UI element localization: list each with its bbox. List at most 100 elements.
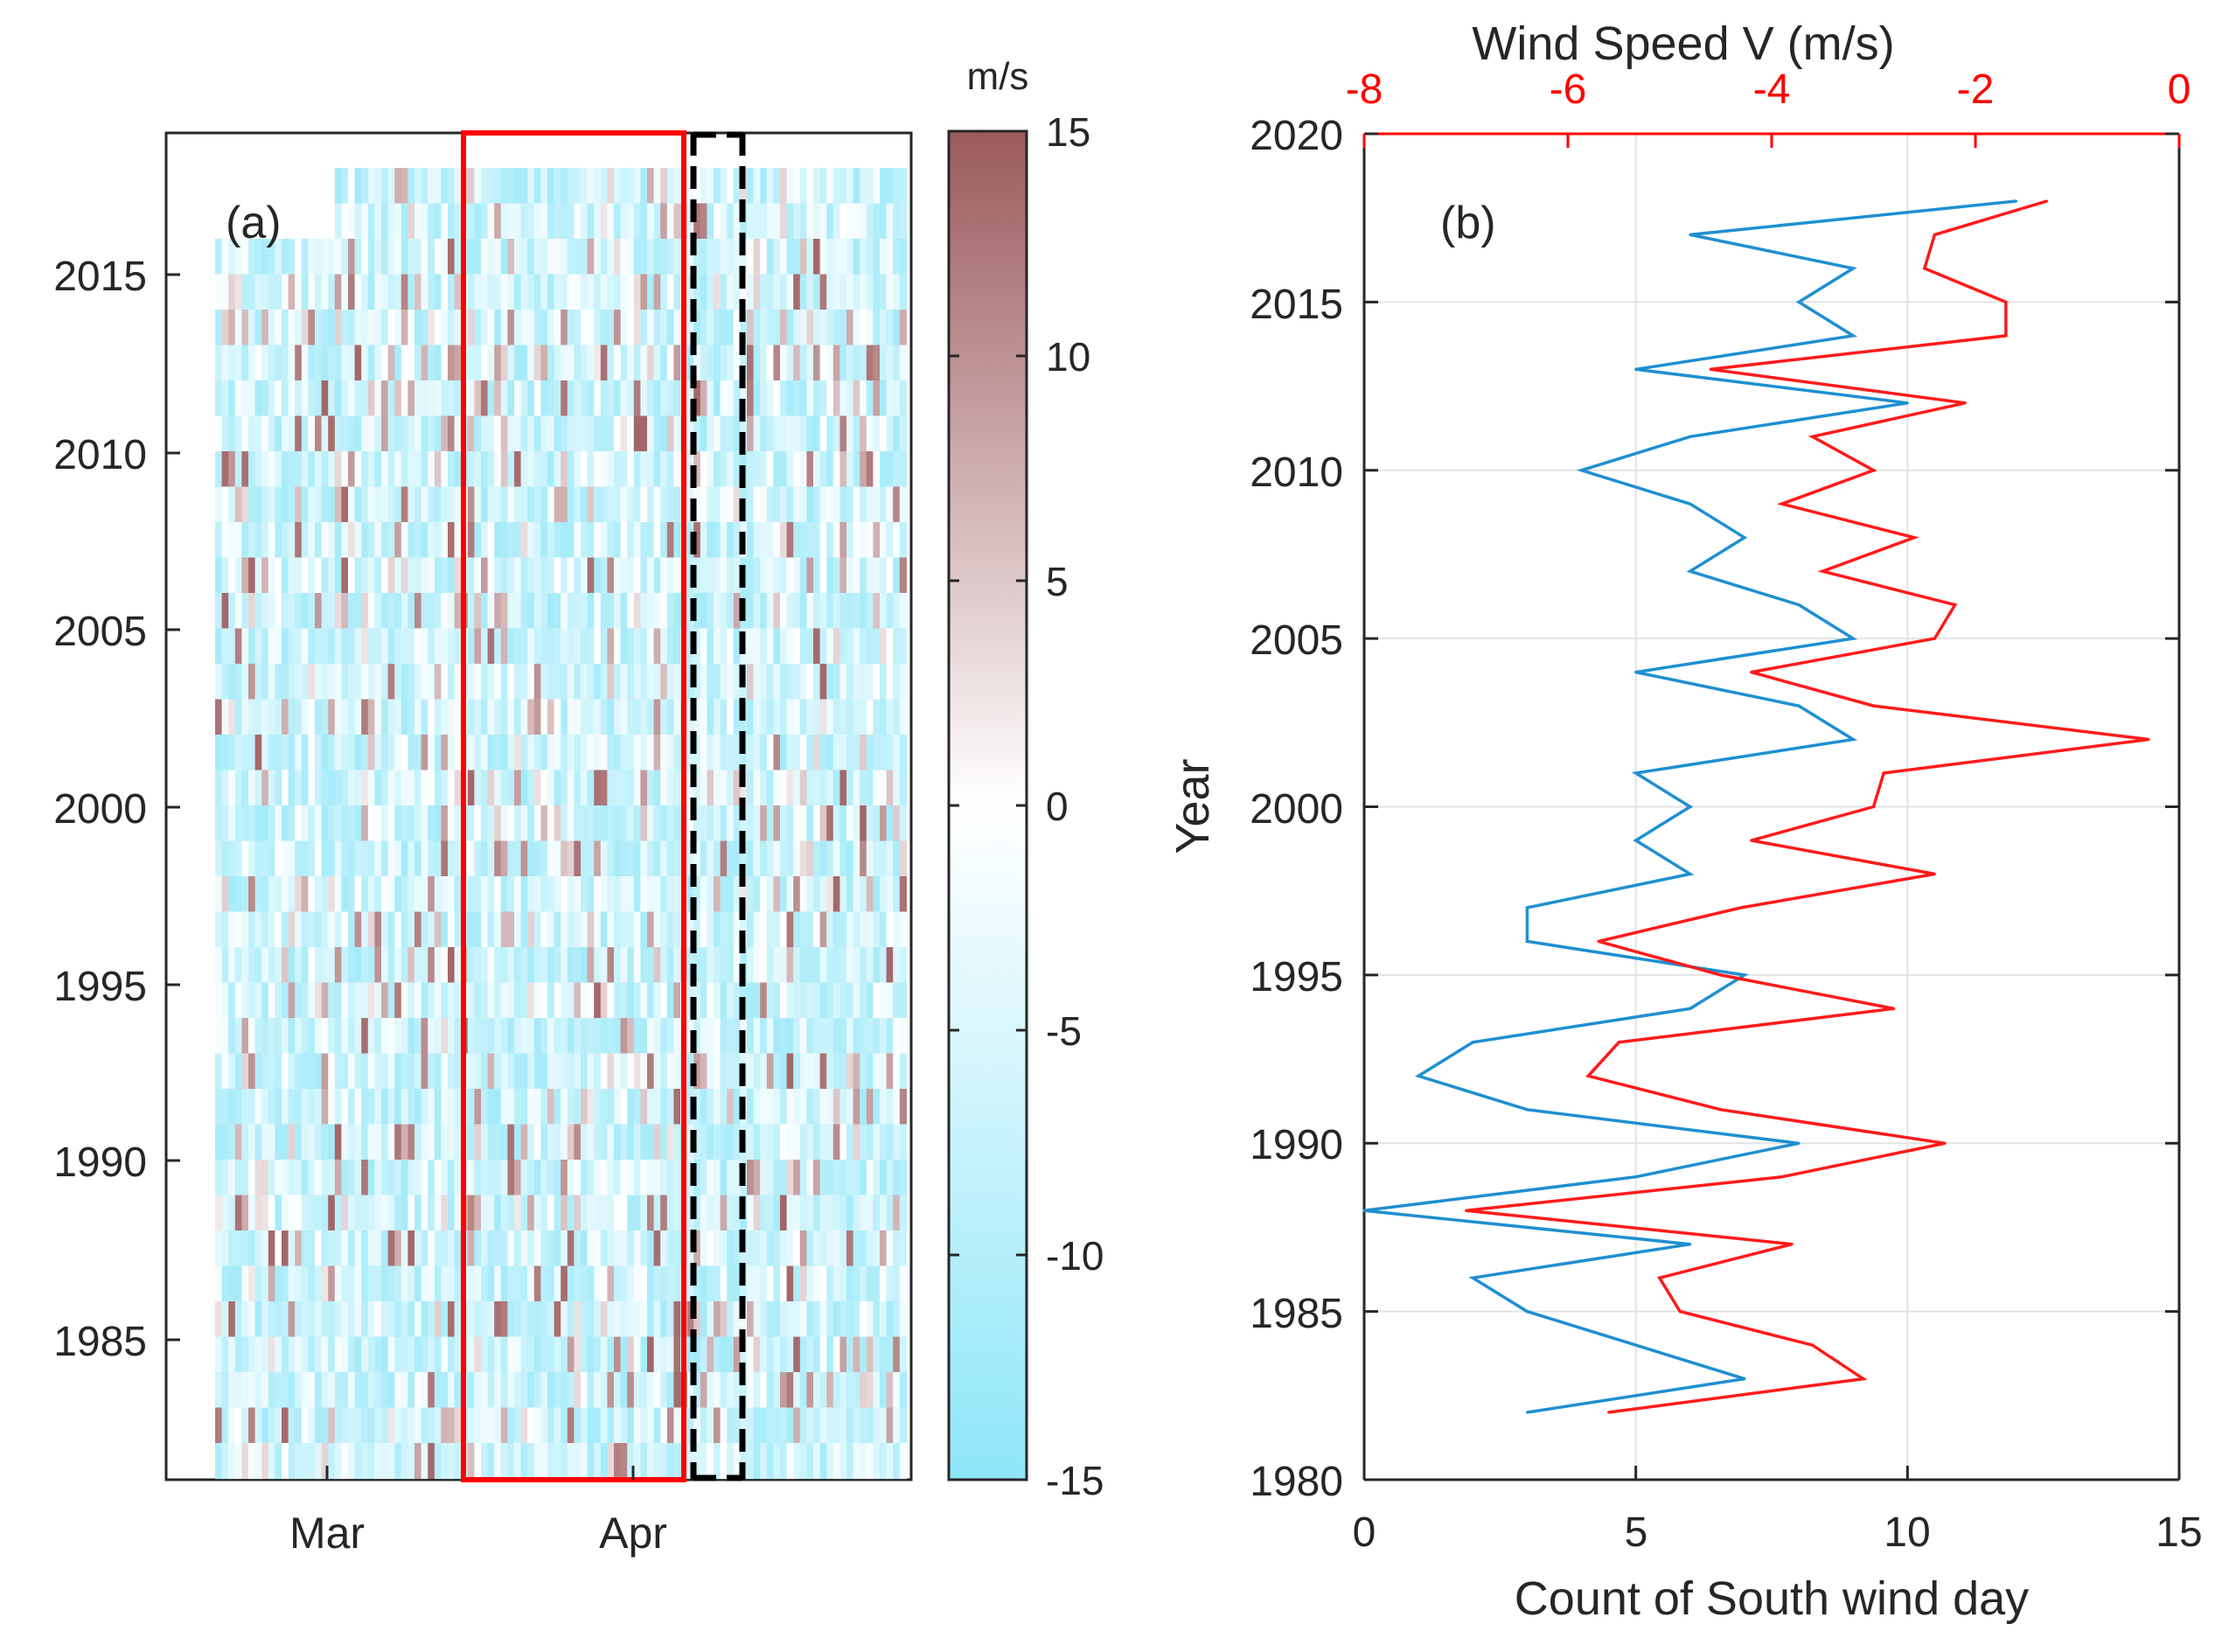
heatmap-cell — [540, 310, 548, 346]
heatmap-cell — [633, 805, 641, 842]
heatmap-cell — [760, 947, 768, 984]
heatmap-cell — [700, 876, 707, 913]
heatmap-cell — [813, 1089, 821, 1126]
heatmap-cell — [254, 1160, 262, 1196]
count-point — [2015, 199, 2018, 203]
heatmap-cell — [215, 1160, 223, 1196]
heatmap-cell — [594, 1372, 602, 1409]
heatmap-cell — [633, 1443, 641, 1480]
heatmap-cell — [866, 947, 874, 984]
heatmap-cell — [627, 415, 635, 452]
heatmap-cell — [434, 1443, 442, 1480]
heatmap-cell — [899, 1124, 907, 1161]
heatmap-cell — [481, 1407, 489, 1444]
heatmap-cell — [826, 1089, 834, 1126]
heatmap-cell — [607, 557, 615, 594]
heatmap-cell — [766, 805, 774, 842]
heatmap-cell — [607, 1407, 615, 1444]
heatmap-cell — [826, 1336, 834, 1373]
heatmap-cell — [720, 168, 728, 205]
heatmap-cell — [653, 805, 661, 842]
heatmap-cell — [866, 380, 874, 417]
heatmap-cell — [614, 522, 622, 559]
heatmap-cell — [334, 1407, 342, 1444]
heatmap-cell — [773, 982, 781, 1019]
heatmap-cell — [301, 310, 309, 346]
heatmap-cell — [886, 664, 894, 701]
heatmap-cell — [248, 1160, 256, 1196]
heatmap-cell — [361, 557, 369, 594]
heatmap-cell — [341, 1265, 349, 1302]
heatmap-cell — [467, 345, 475, 381]
heatmap-cell — [407, 380, 415, 417]
heatmap-cell — [467, 557, 475, 594]
heatmap-cell — [832, 557, 840, 594]
heatmap-cell — [574, 876, 582, 913]
heatmap-cell — [673, 203, 681, 240]
heatmap-cell — [574, 911, 582, 948]
heatmap-cell — [660, 876, 668, 913]
heatmap-cell — [866, 735, 874, 771]
heatmap-cell — [733, 1124, 741, 1161]
heatmap-cell — [441, 415, 449, 452]
heatmap-cell — [428, 522, 435, 559]
heatmap-cell — [587, 1160, 595, 1196]
heatmap-cell — [627, 876, 635, 913]
heatmap-cell — [454, 840, 462, 877]
heatmap-cell — [407, 770, 415, 806]
heatmap-cell — [500, 1407, 508, 1444]
heatmap-cell — [700, 203, 707, 240]
heatmap-cell — [494, 557, 502, 594]
heatmap-cell — [700, 628, 707, 665]
heatmap-cell — [361, 1443, 369, 1480]
heatmap-cell — [733, 699, 741, 735]
heatmap-cell — [434, 1230, 442, 1267]
heatmap-cell — [533, 1407, 541, 1444]
heatmap-cell — [853, 274, 860, 310]
heatmap-cell — [614, 274, 622, 310]
heatmap-cell — [234, 735, 242, 771]
heatmap-cell — [554, 593, 561, 630]
heatmap-cell — [228, 310, 236, 346]
heatmap-cell — [567, 911, 575, 948]
heatmap-cell — [846, 664, 854, 701]
heatmap-cell — [487, 664, 495, 701]
heatmap-cell — [799, 840, 807, 877]
heatmap-cell — [481, 1372, 489, 1409]
heatmap-cell — [288, 557, 296, 594]
heatmap-cell — [500, 1124, 508, 1161]
heatmap-cell — [554, 380, 561, 417]
heatmap-cell — [520, 415, 528, 452]
heatmap-cell — [387, 239, 395, 275]
heatmap-cell — [700, 593, 707, 630]
heatmap-cell — [441, 770, 449, 806]
heatmap-cell — [487, 557, 495, 594]
heatmap-cell — [500, 1053, 508, 1090]
heatmap-cell — [481, 451, 489, 488]
heatmap-cell — [275, 310, 282, 346]
heatmap-cell — [793, 203, 801, 240]
heatmap-cell — [740, 805, 748, 842]
heatmap-cell — [328, 451, 336, 488]
heatmap-cell — [561, 415, 568, 452]
heatmap-cell — [753, 1443, 761, 1480]
heatmap-cell — [448, 805, 456, 842]
heatmap-cell — [295, 1053, 303, 1090]
heatmap-cell — [514, 593, 522, 630]
heatmap-cell — [567, 876, 575, 913]
heatmap-cell — [387, 628, 395, 665]
heatmap-cell — [880, 1053, 888, 1090]
heatmap-cell — [547, 840, 555, 877]
heatmap-cell — [434, 770, 442, 806]
heatmap-cell — [727, 1018, 735, 1055]
heatmap-cell — [487, 735, 495, 771]
heatmap-cell — [866, 203, 874, 240]
heatmap-cell — [527, 1372, 535, 1409]
heatmap-cell — [381, 345, 389, 381]
heatmap-cell — [600, 522, 608, 559]
heatmap-cell — [653, 735, 661, 771]
heatmap-cell — [813, 805, 821, 842]
heatmap-cell — [487, 840, 495, 877]
heatmap-cell — [880, 557, 888, 594]
heatmap-cell — [846, 947, 854, 984]
